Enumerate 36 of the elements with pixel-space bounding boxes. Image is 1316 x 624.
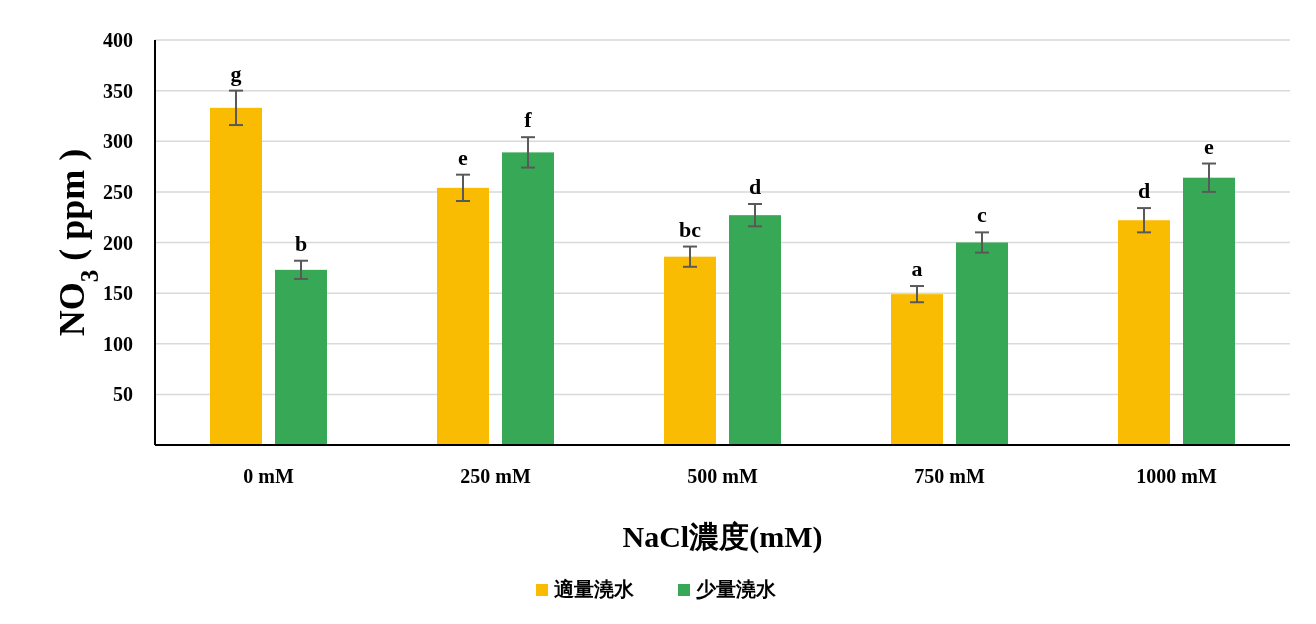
y-tick-label: 100 <box>103 332 133 355</box>
data-label: g <box>230 60 242 86</box>
data-label: e <box>1204 133 1215 159</box>
data-label: e <box>458 144 469 170</box>
bar <box>502 152 554 445</box>
data-label: a <box>911 256 923 282</box>
data-label: bc <box>679 216 702 242</box>
y-tick-label: 300 <box>103 130 133 153</box>
data-label: b <box>294 230 308 256</box>
data-label: d <box>748 174 762 200</box>
x-tick-label: 500 mM <box>687 465 758 487</box>
bar <box>1183 177 1235 445</box>
bar <box>956 242 1008 445</box>
y-tick-label: 250 <box>103 180 133 203</box>
bar <box>437 187 489 445</box>
data-label: f <box>524 107 533 133</box>
y-tick-label: 350 <box>103 79 133 102</box>
x-axis-title: NaCl濃度(mM) <box>622 520 823 554</box>
y-tick-label: 150 <box>103 282 133 305</box>
bar <box>664 256 716 445</box>
x-tick-label: 750 mM <box>914 465 985 487</box>
y-tick-label: 50 <box>113 383 133 406</box>
x-tick-label: 250 mM <box>460 465 531 487</box>
bar <box>729 215 781 445</box>
bar <box>891 294 943 445</box>
legend-label: 適量澆水 <box>554 578 635 600</box>
bar <box>210 107 262 445</box>
y-tick-label: 400 <box>103 29 133 51</box>
bar <box>275 269 327 445</box>
data-label: c <box>977 202 988 228</box>
legend-label: 少量澆水 <box>696 578 777 600</box>
bar <box>1118 220 1170 445</box>
y-tick-label: 200 <box>103 231 133 254</box>
x-tick-label: 0 mM <box>243 465 294 487</box>
x-tick-label: 1000 mM <box>1136 465 1217 487</box>
data-label: d <box>1137 178 1151 204</box>
